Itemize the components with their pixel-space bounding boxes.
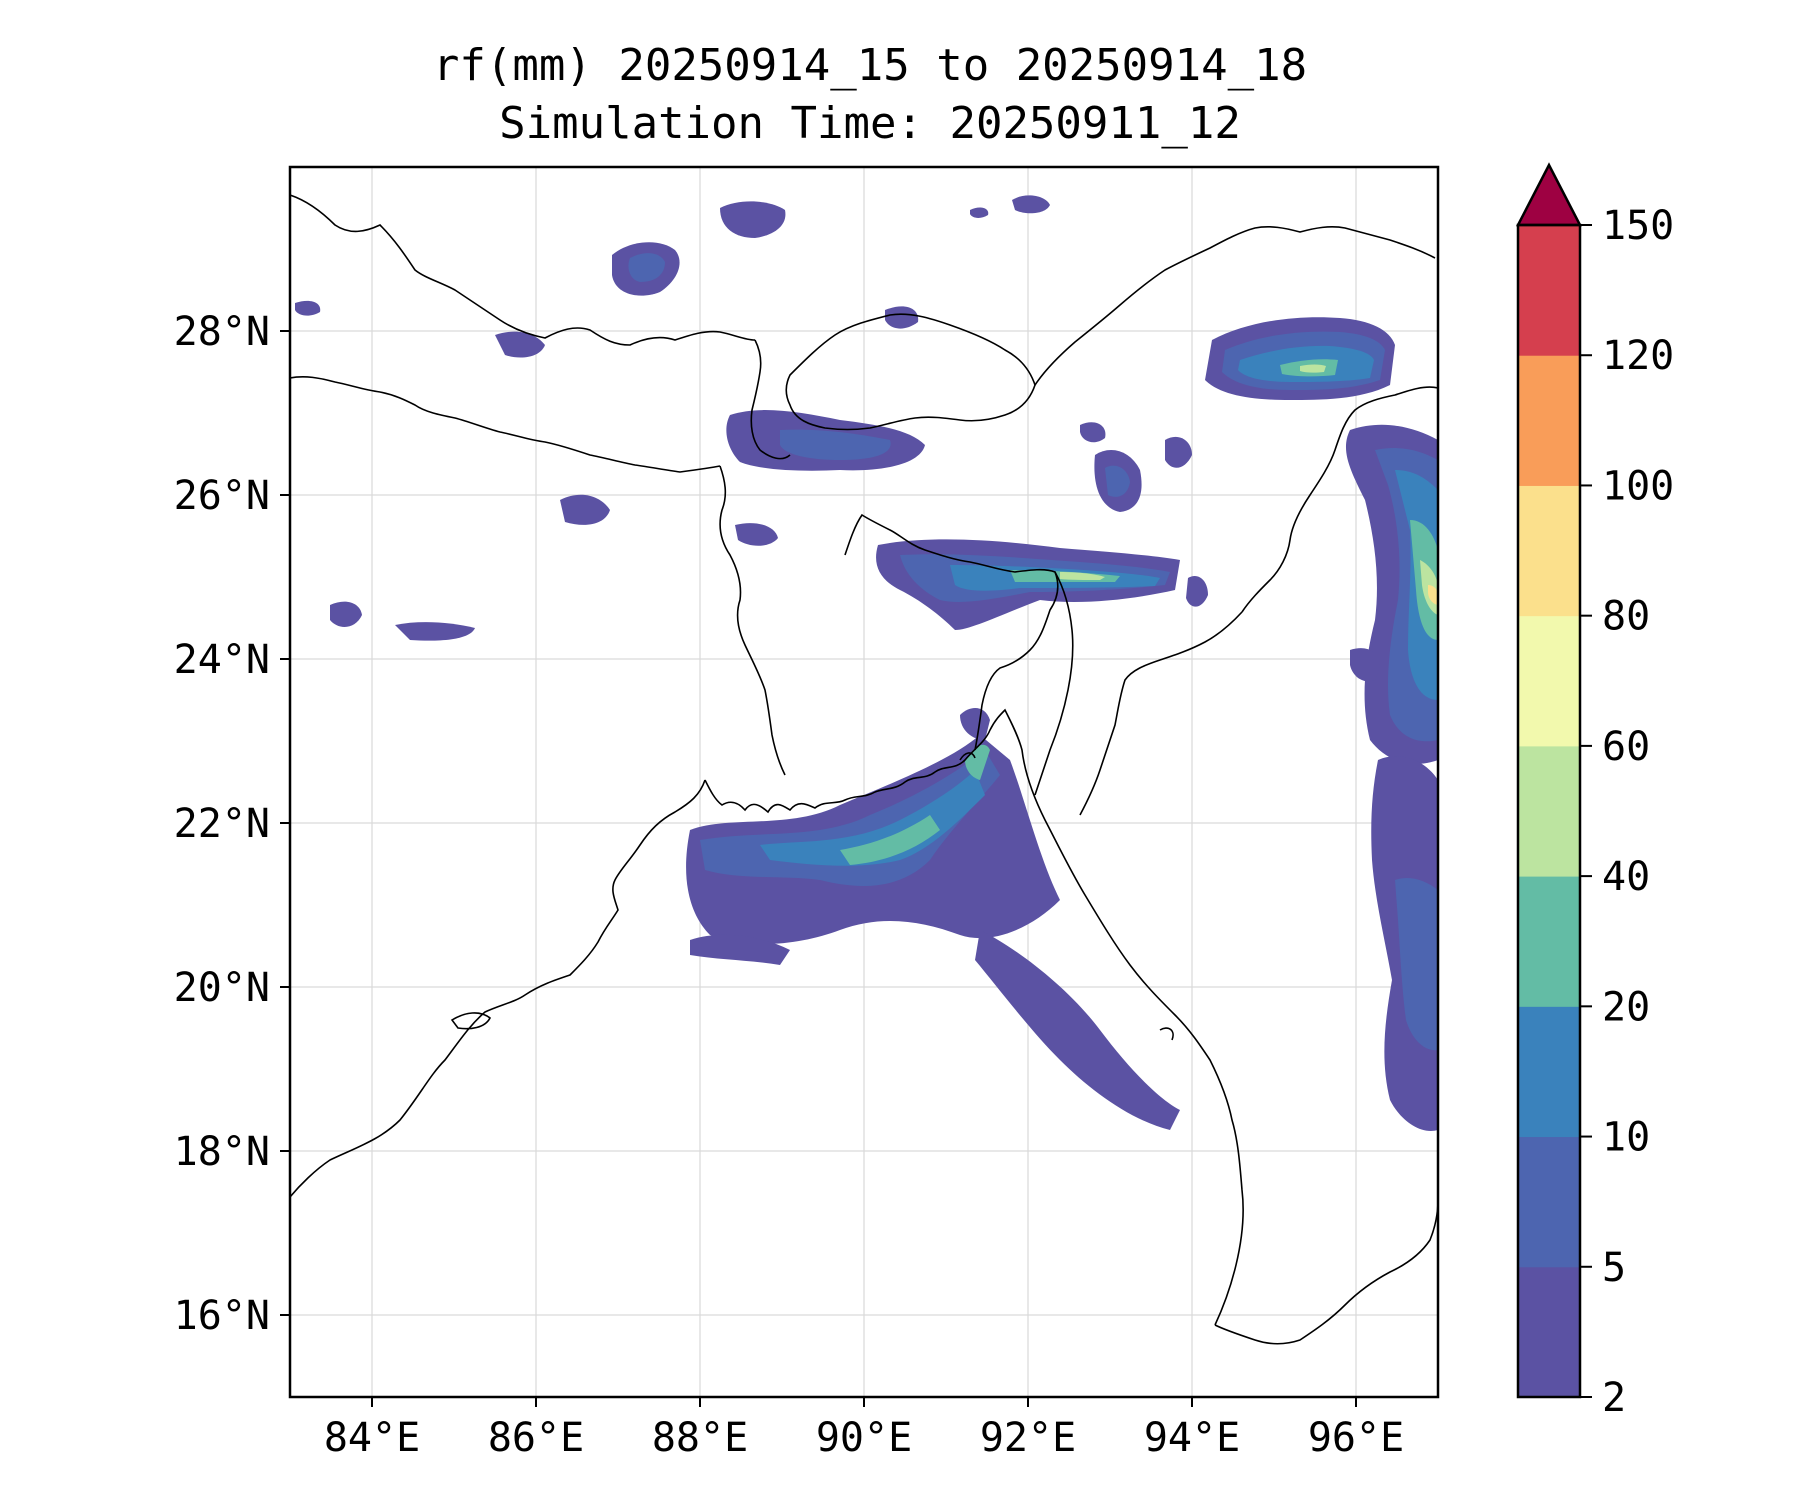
colorbar-tick-label: 150 bbox=[1602, 203, 1674, 249]
y-axis: 16°N 18°N 20°N 22°N 24°N 26°N 28°N bbox=[174, 309, 290, 1339]
rain-area-assam bbox=[1080, 422, 1208, 607]
rain-contour bbox=[780, 429, 891, 460]
rain-contour bbox=[628, 253, 665, 282]
y-tick-label: 18°N bbox=[174, 1129, 270, 1175]
rain-contour bbox=[1395, 878, 1438, 1051]
rain-contour bbox=[1012, 195, 1050, 214]
rain-area-east-border bbox=[1345, 424, 1438, 1131]
colorbar-tick-label: 100 bbox=[1602, 463, 1674, 509]
colorbar-segment bbox=[1518, 745, 1580, 877]
colorbar-ticks: 2 5 10 20 40 60 80 100 120 150 bbox=[1580, 203, 1674, 1421]
x-tick-label: 88°E bbox=[652, 1415, 748, 1461]
border-bangladesh-east bbox=[844, 513, 1059, 751]
colorbar-segment bbox=[1518, 225, 1580, 356]
rain-area-foothills bbox=[726, 410, 925, 546]
rain-contour bbox=[970, 207, 989, 218]
colorbar-frame bbox=[1516, 223, 1582, 1399]
border-sikkim bbox=[750, 339, 791, 460]
colorbar-segment bbox=[1518, 615, 1580, 747]
rain-area-bay-of-bengal bbox=[686, 708, 1180, 1130]
colorbar-tick-label: 40 bbox=[1602, 854, 1650, 900]
rain-contour bbox=[295, 300, 321, 316]
colorbar-tick-label: 120 bbox=[1602, 333, 1674, 379]
rain-contour bbox=[1186, 575, 1208, 607]
rain-contour bbox=[975, 930, 1180, 1130]
y-tick-label: 20°N bbox=[174, 965, 270, 1011]
colorbar-tick-label: 2 bbox=[1602, 1375, 1626, 1421]
y-tick-label: 16°N bbox=[174, 1293, 270, 1339]
colorbar-tick-label: 80 bbox=[1602, 594, 1650, 640]
x-tick-label: 86°E bbox=[488, 1415, 584, 1461]
border-china-northeast bbox=[1034, 225, 1436, 386]
colorbar-segment bbox=[1518, 1006, 1580, 1138]
rain-contour bbox=[330, 601, 362, 627]
border-nepal-south bbox=[290, 375, 721, 473]
rain-contour bbox=[560, 494, 610, 525]
colorbar-segment bbox=[1518, 485, 1580, 617]
rain-contour bbox=[720, 201, 786, 238]
rain-contour bbox=[960, 708, 990, 740]
colorbar-extend-triangle bbox=[1515, 162, 1583, 227]
coastline-myanmar-south bbox=[1214, 1199, 1438, 1345]
colorbar-segment bbox=[1518, 355, 1580, 486]
coastline-bangladesh bbox=[704, 708, 1244, 1326]
colorbar-segment bbox=[1518, 876, 1580, 1007]
coastline-islands bbox=[450, 752, 1174, 1041]
y-tick-label: 28°N bbox=[174, 309, 270, 355]
rain-contour bbox=[1428, 585, 1438, 605]
y-tick-label: 26°N bbox=[174, 473, 270, 519]
x-tick-label: 92°E bbox=[980, 1415, 1076, 1461]
rainfall-layer bbox=[295, 195, 1438, 1131]
rain-contour bbox=[690, 934, 790, 965]
x-tick-label: 90°E bbox=[816, 1415, 912, 1461]
border-india-bangladesh bbox=[719, 465, 786, 776]
y-tick-label: 24°N bbox=[174, 637, 270, 683]
border-nepal-north bbox=[290, 194, 756, 346]
rain-area-nepal-bihar bbox=[295, 195, 1050, 641]
rain-contour bbox=[1350, 648, 1380, 682]
y-tick-label: 22°N bbox=[174, 801, 270, 847]
rain-contour bbox=[885, 306, 919, 329]
map-title-line1: rf(mm) 20250914_15 to 20250914_18 bbox=[432, 40, 1308, 91]
rain-area-arunachal bbox=[1205, 317, 1395, 400]
colorbar-tick-label: 60 bbox=[1602, 724, 1650, 770]
rain-contour bbox=[1300, 364, 1326, 373]
border-myanmar-north bbox=[1241, 386, 1438, 613]
x-axis: 84°E 86°E 88°E 90°E 92°E 94°E 96°E bbox=[324, 1397, 1404, 1461]
rain-contour bbox=[395, 622, 475, 641]
rain-contour bbox=[1080, 422, 1106, 443]
coastline-and-borders bbox=[290, 194, 1438, 1345]
map-title-line2: Simulation Time: 20250911_12 bbox=[499, 98, 1241, 149]
colorbar-tick-label: 5 bbox=[1602, 1245, 1626, 1291]
colorbar-segments bbox=[1518, 225, 1580, 1398]
colorbar: 2 5 10 20 40 60 80 100 120 150 bbox=[1515, 162, 1674, 1421]
rain-contour bbox=[840, 815, 940, 865]
colorbar-segment bbox=[1518, 1266, 1580, 1398]
x-tick-label: 94°E bbox=[1144, 1415, 1240, 1461]
rain-contour bbox=[495, 331, 545, 358]
border-mizoram bbox=[1034, 571, 1074, 796]
x-tick-label: 84°E bbox=[324, 1415, 420, 1461]
rain-contour bbox=[760, 770, 985, 866]
x-tick-label: 96°E bbox=[1308, 1415, 1404, 1461]
rain-contour bbox=[1105, 465, 1130, 497]
coastline-india-east bbox=[290, 779, 706, 1198]
rain-area-meghalaya bbox=[876, 539, 1180, 630]
rain-contour bbox=[735, 523, 778, 546]
colorbar-tick-label: 20 bbox=[1602, 984, 1650, 1030]
map-panel bbox=[288, 165, 1440, 1399]
rain-contour bbox=[1165, 436, 1192, 468]
rain-contour bbox=[1060, 572, 1105, 580]
colorbar-tick-label: 10 bbox=[1602, 1115, 1650, 1161]
border-india-myanmar bbox=[1079, 611, 1243, 816]
border-bhutan bbox=[785, 313, 1036, 431]
colorbar-segment bbox=[1518, 1136, 1580, 1268]
